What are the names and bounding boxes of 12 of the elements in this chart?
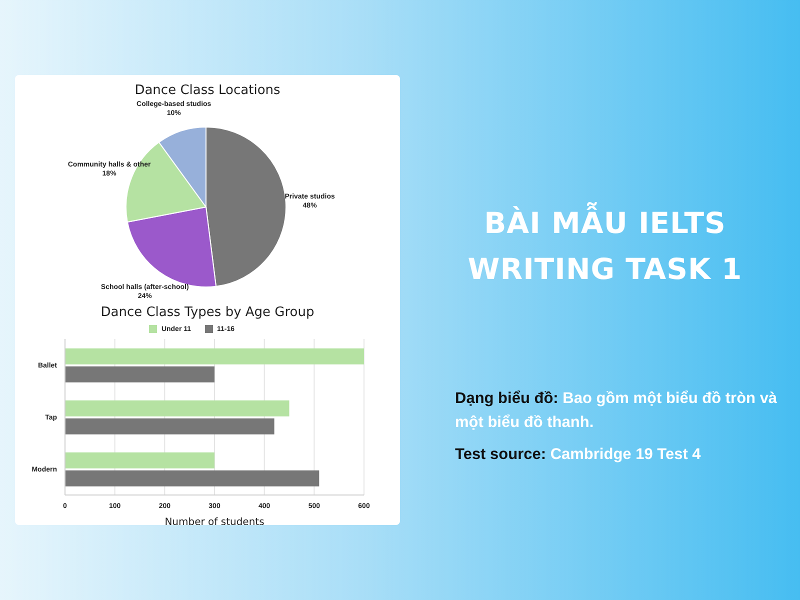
bar	[65, 400, 290, 416]
text: BÀI MẪU IELTS WRITING TASK 1	[466, 201, 744, 288]
bar	[65, 348, 364, 364]
bar	[65, 366, 214, 382]
text: Dạng biểu đồ: Bao gồm một biểu đồ tròn và một biểu đồ thanh.	[455, 390, 778, 431]
bar	[65, 452, 214, 468]
x-axis-title: Number of students	[164, 517, 264, 528]
bar	[65, 418, 274, 434]
chart-title: Dance Class Types by Age Group	[100, 305, 316, 320]
text: Test source: Cambridge 19 Test 4	[455, 446, 701, 463]
chart-title: Dance Class Locations	[134, 83, 282, 98]
bar	[65, 470, 320, 486]
